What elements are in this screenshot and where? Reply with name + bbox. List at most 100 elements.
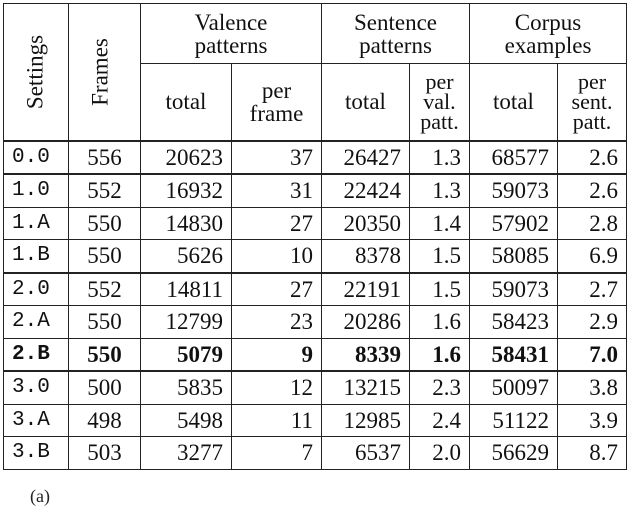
value-cell: 2.8 bbox=[557, 206, 627, 240]
value-cell: 1.6 bbox=[409, 337, 470, 372]
header-row-2: total per frame total per val. patt. total … bbox=[4, 63, 627, 141]
value-cell: 2.7 bbox=[557, 271, 627, 306]
table-row: 2.B 550 5079 9 8339 1.6 58431 7.0 bbox=[3, 337, 627, 372]
value-cell: 1.3 bbox=[409, 139, 470, 175]
setting-cell: 1.A bbox=[3, 206, 69, 240]
value-cell: 51122 bbox=[469, 403, 558, 437]
frames-header: Frames bbox=[68, 3, 141, 141]
value-cell: 11 bbox=[231, 403, 322, 437]
value-cell: 58431 bbox=[469, 337, 558, 372]
corpus-examples-header: Corpus examples bbox=[469, 3, 627, 64]
results-table-container: Settings Frames Valence patterns Sentence… bbox=[3, 3, 627, 470]
value-cell: 2.0 bbox=[409, 436, 470, 470]
table-row: 2.0 552 14811 27 22191 1.5 59073 2.7 bbox=[3, 271, 627, 306]
value-cell: 22424 bbox=[321, 173, 410, 208]
value-cell: 8.7 bbox=[557, 436, 627, 470]
setting-cell: 0.0 bbox=[3, 139, 69, 175]
value-cell: 7.0 bbox=[557, 337, 627, 372]
value-cell: 22191 bbox=[321, 271, 410, 306]
value-cell: 14830 bbox=[140, 206, 232, 240]
value-cell: 2.3 bbox=[409, 370, 470, 405]
value-cell: 31 bbox=[231, 173, 322, 208]
value-cell: 503 bbox=[68, 436, 141, 470]
sentence-total-header: total bbox=[321, 63, 410, 141]
sentence-patterns-header: Sentence patterns bbox=[321, 3, 470, 64]
value-cell: 7 bbox=[231, 436, 322, 470]
value-cell: 1.5 bbox=[409, 271, 470, 306]
value-cell: 14811 bbox=[140, 271, 232, 306]
corpus-total-header: total bbox=[469, 63, 558, 141]
results-table: Settings Frames Valence patterns Sentence… bbox=[3, 3, 627, 470]
value-cell: 12985 bbox=[321, 403, 410, 437]
setting-cell: 2.B bbox=[3, 337, 69, 372]
header-row-1: Settings Frames Valence patterns Sentence… bbox=[3, 3, 627, 141]
table-row: 1.0 552 16932 31 22424 1.3 59073 2.6 bbox=[3, 173, 627, 208]
settings-header: Settings bbox=[3, 3, 69, 141]
value-cell: 2.4 bbox=[409, 403, 470, 437]
value-cell: 3.8 bbox=[557, 370, 627, 405]
value-cell: 8378 bbox=[321, 239, 410, 273]
value-cell: 2.9 bbox=[557, 305, 627, 339]
table-row: 0.0 556 20623 37 26427 1.3 68577 2.6 bbox=[3, 139, 627, 175]
value-cell: 498 bbox=[68, 403, 141, 437]
value-cell: 20350 bbox=[321, 206, 410, 240]
value-cell: 556 bbox=[68, 139, 141, 175]
value-cell: 5835 bbox=[140, 370, 232, 405]
value-cell: 20286 bbox=[321, 305, 410, 339]
value-cell: 10 bbox=[231, 239, 322, 273]
table-row: 3.A 498 5498 11 12985 2.4 51122 3.9 bbox=[3, 403, 627, 437]
setting-cell: 3.0 bbox=[3, 370, 69, 405]
setting-cell: 2.0 bbox=[3, 271, 69, 306]
value-cell: 552 bbox=[68, 173, 141, 208]
value-cell: 26427 bbox=[321, 139, 410, 175]
value-cell: 5498 bbox=[140, 403, 232, 437]
value-cell: 552 bbox=[68, 271, 141, 306]
valence-total-header: total bbox=[140, 63, 232, 141]
value-cell: 550 bbox=[68, 239, 141, 273]
value-cell: 3277 bbox=[140, 436, 232, 470]
value-cell: 58085 bbox=[469, 239, 558, 273]
value-cell: 68577 bbox=[469, 139, 558, 175]
value-cell: 1.3 bbox=[409, 173, 470, 208]
setting-cell: 1.0 bbox=[3, 173, 69, 208]
value-cell: 16932 bbox=[140, 173, 232, 208]
table-row: 3.B 503 3277 7 6537 2.0 56629 8.7 bbox=[3, 436, 627, 470]
value-cell: 6537 bbox=[321, 436, 410, 470]
value-cell: 37 bbox=[231, 139, 322, 175]
value-cell: 12 bbox=[231, 370, 322, 405]
value-cell: 6.9 bbox=[557, 239, 627, 273]
setting-cell: 3.B bbox=[3, 436, 69, 470]
value-cell: 1.5 bbox=[409, 239, 470, 273]
table-row: 1.A 550 14830 27 20350 1.4 57902 2.8 bbox=[3, 206, 627, 240]
per-val-patt-header: per val. patt. bbox=[409, 63, 470, 141]
value-cell: 27 bbox=[231, 206, 322, 240]
value-cell: 50097 bbox=[469, 370, 558, 405]
value-cell: 500 bbox=[68, 370, 141, 405]
table-row: 2.A 550 12799 23 20286 1.6 58423 2.9 bbox=[3, 305, 627, 339]
value-cell: 3.9 bbox=[557, 403, 627, 437]
table-body: 0.0 556 20623 37 26427 1.3 68577 2.6 1.0 552 16932… bbox=[3, 139, 627, 470]
value-cell: 58423 bbox=[469, 305, 558, 339]
value-cell: 550 bbox=[68, 337, 141, 372]
value-cell: 59073 bbox=[469, 173, 558, 208]
table-row: 1.B 550 5626 10 8378 1.5 58085 6.9 bbox=[3, 239, 627, 273]
value-cell: 5079 bbox=[140, 337, 232, 372]
setting-cell: 1.B bbox=[3, 239, 69, 273]
value-cell: 550 bbox=[68, 206, 141, 240]
value-cell: 57902 bbox=[469, 206, 558, 240]
value-cell: 20623 bbox=[140, 139, 232, 175]
value-cell: 12799 bbox=[140, 305, 232, 339]
value-cell: 9 bbox=[231, 337, 322, 372]
setting-cell: 3.A bbox=[3, 403, 69, 437]
value-cell: 56629 bbox=[469, 436, 558, 470]
value-cell: 27 bbox=[231, 271, 322, 306]
table-row: 3.0 500 5835 12 13215 2.3 50097 3.8 bbox=[3, 370, 627, 405]
per-sent-patt-header: per sent. patt. bbox=[557, 63, 627, 141]
valence-patterns-header: Valence patterns bbox=[140, 3, 322, 64]
value-cell: 1.6 bbox=[409, 305, 470, 339]
value-cell: 59073 bbox=[469, 271, 558, 306]
table-caption: (a) bbox=[30, 486, 50, 506]
value-cell: 2.6 bbox=[557, 139, 627, 175]
value-cell: 13215 bbox=[321, 370, 410, 405]
value-cell: 23 bbox=[231, 305, 322, 339]
